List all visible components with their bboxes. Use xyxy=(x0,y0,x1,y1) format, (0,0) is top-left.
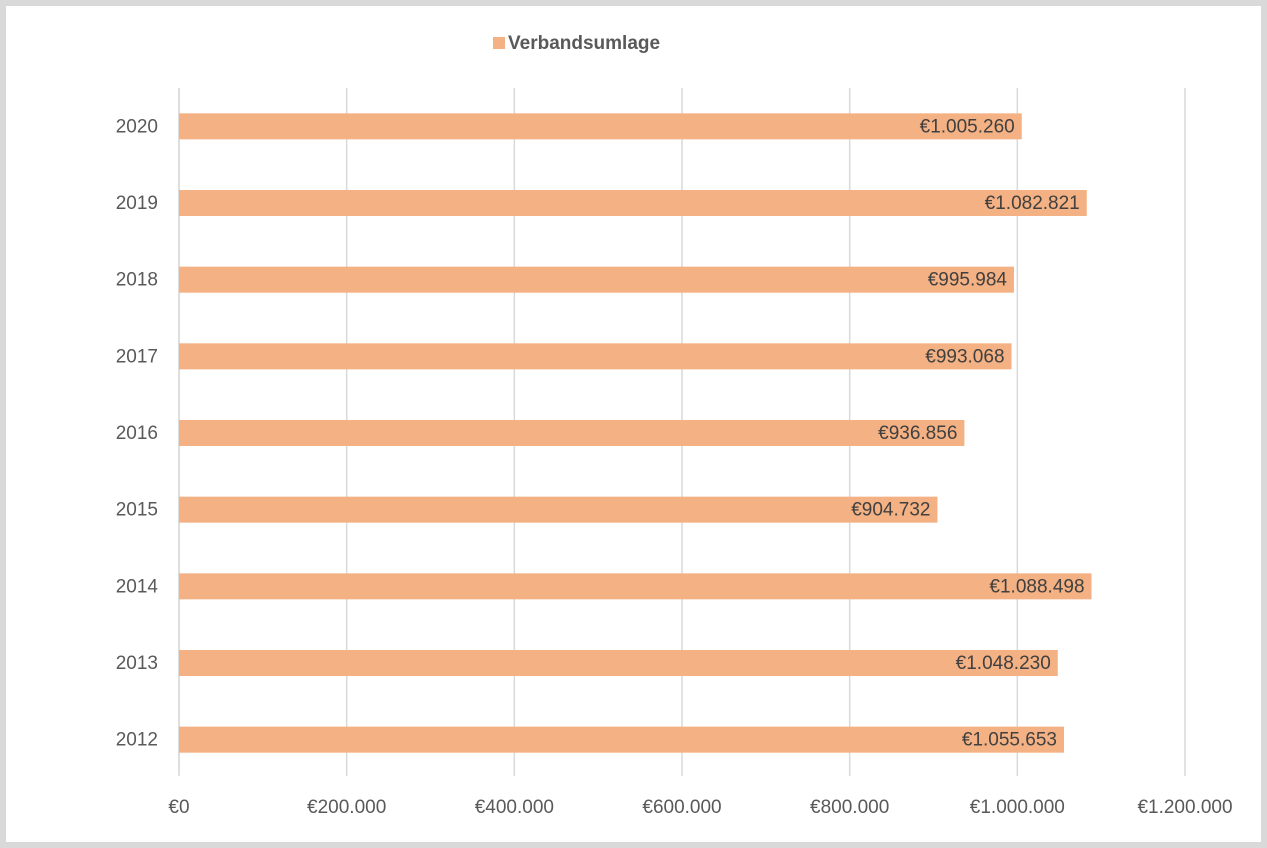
data-label: €1.055.653 xyxy=(962,730,1057,751)
x-tick-label: €400.000 xyxy=(475,797,554,818)
data-label: €904.732 xyxy=(851,500,930,521)
bar xyxy=(179,726,1064,753)
bar xyxy=(179,343,1012,370)
y-tick-label: 2018 xyxy=(116,270,158,291)
x-tick-label: €1.200.000 xyxy=(1137,797,1232,818)
y-tick-label: 2020 xyxy=(116,116,158,137)
x-tick-label: €200.000 xyxy=(307,797,386,818)
bar xyxy=(179,420,965,446)
x-tick-label: €1.000.000 xyxy=(970,797,1065,818)
data-label: €1.082.821 xyxy=(985,193,1080,214)
y-tick-label: 2016 xyxy=(116,423,158,444)
y-tick-label: 2013 xyxy=(116,653,158,674)
y-tick-label: 2012 xyxy=(116,730,158,751)
y-tick-label: 2014 xyxy=(116,576,159,597)
x-tick-label: €0 xyxy=(168,797,189,818)
y-tick-label: 2015 xyxy=(116,500,158,521)
x-tick-label: €600.000 xyxy=(642,797,721,818)
bar xyxy=(179,113,1022,140)
data-label: €1.088.498 xyxy=(989,576,1084,597)
y-tick-label: 2019 xyxy=(116,193,158,214)
bar xyxy=(179,650,1058,676)
data-label: €993.068 xyxy=(925,346,1004,367)
bar xyxy=(179,190,1087,216)
bar xyxy=(179,266,1014,293)
legend-label: Verbandsumlage xyxy=(508,33,660,54)
data-label: €936.856 xyxy=(878,423,957,444)
legend-swatch xyxy=(493,37,505,49)
data-label: €1.048.230 xyxy=(956,653,1051,674)
x-tick-label: €800.000 xyxy=(810,797,889,818)
y-tick-label: 2017 xyxy=(116,346,158,367)
bar xyxy=(179,573,1092,600)
data-label: €995.984 xyxy=(928,270,1008,291)
bar xyxy=(179,496,938,523)
data-label: €1.005.260 xyxy=(920,116,1015,137)
